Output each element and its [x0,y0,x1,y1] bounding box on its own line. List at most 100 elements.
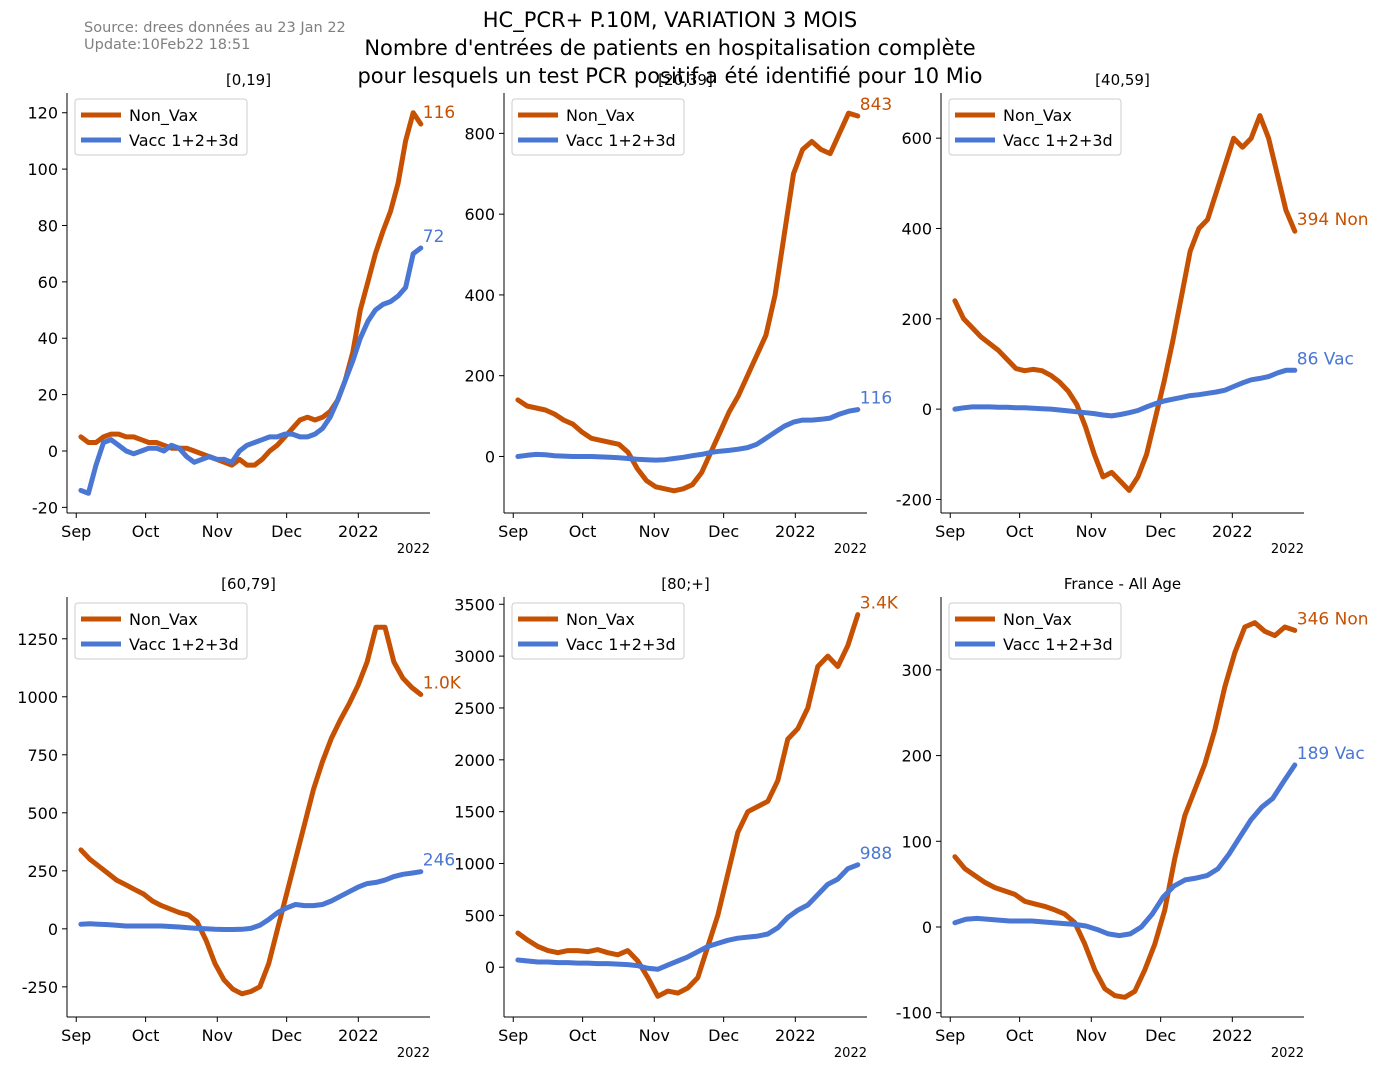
end-value-label-non-vax: 1.0K [423,673,462,693]
series-line-non-vax [952,620,1298,1000]
end-value-label-vacc: 988 [860,844,892,864]
x-tick-label: 2022 [1212,522,1253,541]
y-tick-label: 0 [922,918,932,937]
legend-entry: Non_Vax [1003,106,1072,126]
legend-entry: Vacc 1+2+3d [129,131,239,150]
panel-title: [80;+] [661,575,709,593]
legend-entry: Non_Vax [1003,610,1072,630]
x-tick-label: Nov [1076,522,1107,541]
x-tick-label: 2022 [338,522,379,541]
x-tick-label: 2022 [338,1026,379,1045]
y-tick-label: 3000 [454,647,495,666]
y-tick-label: 20 [38,386,58,405]
x-tick-label: Oct [569,1026,597,1045]
x-tick-label: Dec [271,1026,302,1045]
chart-panel-6: France - All Age -100 0 100 200 300 Sep Oct Nov D… [896,575,1369,1061]
panel-title: [40,59] [1095,71,1150,89]
x-tick-label: Dec [271,522,302,541]
legend-entry: Vacc 1+2+3d [1003,131,1113,150]
legend-entry: Vacc 1+2+3d [566,131,676,150]
panel-title: [20,39] [658,71,713,89]
y-tick-label: 800 [464,124,495,143]
x-offset-label: 2022 [397,542,430,557]
legend-entry: Non_Vax [129,106,198,126]
y-tick-label: 600 [464,205,495,224]
panel-title: [60,79] [221,575,276,593]
series-line-non-vax [78,110,424,468]
series-line-non-vax [952,113,1298,493]
figure-title-line-2: Nombre d'entrées de patients en hospital… [364,36,976,60]
x-tick-label: Dec [708,1026,739,1045]
y-tick-label: 2500 [454,699,495,718]
y-tick-label: 120 [27,104,58,123]
y-tick-label: 200 [901,310,932,329]
y-tick-label: 0 [48,442,58,461]
y-tick-label: 100 [901,832,932,851]
y-tick-label: 300 [901,661,932,680]
end-value-label-vacc: 246 [423,851,455,871]
legend-entry: Non_Vax [566,106,635,126]
y-tick-label: 200 [464,367,495,386]
series-line-non-vax [515,110,861,494]
end-value-label-non-vax: 3.4K [860,594,899,614]
x-tick-label: Oct [1006,522,1034,541]
x-tick-label: 2022 [775,1026,816,1045]
y-tick-label: 60 [38,273,58,292]
y-tick-label: 0 [485,958,495,977]
end-value-label-non-vax: 116 [423,103,455,123]
y-tick-label: 2000 [454,751,495,770]
figure-title-line-3: pour lesquels un test PCR positif a été … [357,64,983,88]
legend-entry: Non_Vax [566,610,635,630]
legend-entry: Vacc 1+2+3d [566,635,676,654]
legend: Non_Vax Vacc 1+2+3d [74,602,248,660]
y-tick-label: 3500 [454,595,495,614]
legend: Non_Vax Vacc 1+2+3d [511,98,685,156]
x-tick-label: Sep [498,1026,528,1045]
x-tick-label: Sep [935,1026,965,1045]
x-offset-label: 2022 [834,542,867,557]
x-tick-label: Sep [935,522,965,541]
x-offset-label: 2022 [397,1046,430,1061]
x-tick-label: Oct [569,522,597,541]
legend-entry: Vacc 1+2+3d [129,635,239,654]
panel-title: France - All Age [1064,575,1181,593]
y-tick-label: -100 [896,1004,932,1023]
y-tick-label: 500 [464,906,495,925]
legend: Non_Vax Vacc 1+2+3d [948,98,1122,156]
y-tick-label: 0 [485,447,495,466]
x-tick-label: Oct [132,1026,160,1045]
y-tick-label: 400 [464,286,495,305]
x-tick-label: 2022 [775,522,816,541]
x-offset-label: 2022 [1271,542,1304,557]
series-line-non-vax [78,624,424,997]
y-tick-label: 1250 [17,630,58,649]
series-line-vacc [515,407,861,463]
series-line-vacc [515,862,861,972]
end-value-label-non-vax: 346 Non [1297,609,1369,629]
y-tick-label: 1500 [454,803,495,822]
x-tick-label: Dec [1145,1026,1176,1045]
y-tick-label: -250 [22,978,58,997]
legend: Non_Vax Vacc 1+2+3d [74,98,248,156]
x-tick-label: Nov [202,522,233,541]
y-tick-label: 1000 [17,688,58,707]
chart-panel-5: [80;+] 0 500 1000 1500 2000 2500 3000 3500 Sep Oct… [454,575,899,1061]
legend-entry: Vacc 1+2+3d [1003,635,1113,654]
y-tick-label: -200 [896,490,932,509]
end-value-label-vacc: 86 Vac [1297,349,1354,369]
legend: Non_Vax Vacc 1+2+3d [511,602,685,660]
y-tick-label: 250 [27,862,58,881]
y-tick-label: 0 [48,920,58,939]
series-line-vacc [78,869,424,932]
panel-title: [0,19] [226,71,271,89]
series-line-vacc [952,367,1298,419]
y-tick-label: -20 [32,498,58,517]
figure-title-line-1: HC_PCR+ P.10M, VARIATION 3 MOIS [482,8,858,32]
chart-panel-3: [40,59] -200 0 200 400 600 Sep Oct Nov Dec 2022 202… [896,71,1369,557]
x-offset-label: 2022 [1271,1046,1304,1061]
source-line-1: Source: drees données au 23 Jan 22 [84,20,346,36]
series-line-vacc [78,245,424,496]
chart-panel-2: [20,39] 0 200 400 600 800 Sep Oct Nov Dec 2022 2022… [464,71,892,557]
y-tick-label: 200 [901,747,932,766]
